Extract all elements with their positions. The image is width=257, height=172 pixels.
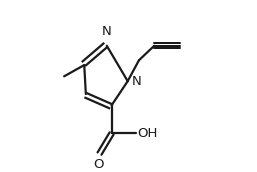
Text: O: O	[94, 158, 104, 171]
Text: OH: OH	[137, 127, 158, 140]
Text: N: N	[102, 25, 112, 38]
Text: N: N	[132, 75, 141, 88]
